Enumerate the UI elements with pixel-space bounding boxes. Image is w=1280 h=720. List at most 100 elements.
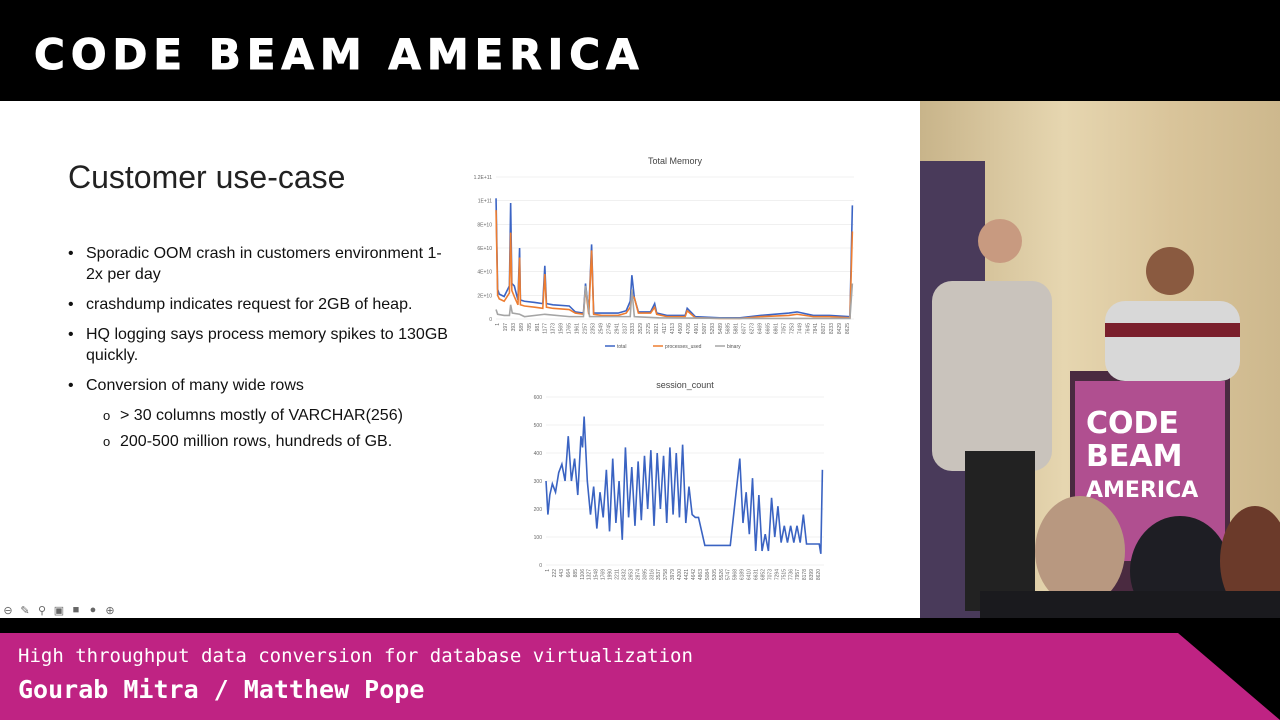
lower-third: High throughput data conversion for data… (0, 633, 1280, 720)
x-tick-label: 6273 (750, 323, 756, 334)
x-tick-label: 2549 (598, 323, 604, 334)
x-tick-label: 8037 (821, 323, 827, 334)
x-tick-label: 3537 (656, 569, 662, 580)
x-tick-label: 7841 (813, 323, 819, 334)
zoom-icon[interactable]: ⚲ (37, 604, 47, 617)
y-tick-label: 500 (534, 423, 543, 429)
x-tick-label: 5097 (702, 323, 708, 334)
y-tick-label: 400 (534, 451, 543, 457)
x-tick-label: 6077 (742, 323, 748, 334)
prev-icon[interactable]: ⊖ (3, 604, 13, 617)
y-tick-label: 4E+10 (477, 270, 492, 276)
y-tick-label: 0 (539, 563, 542, 569)
bullet: Sporadic OOM crash in customers environm… (68, 243, 458, 285)
x-tick-label: 6410 (747, 569, 753, 580)
event-logo: CODE BEAM AMERICA (34, 30, 645, 80)
x-tick-label: 7515 (781, 569, 787, 580)
x-tick-label: 785 (527, 323, 533, 332)
y-tick-label: 200 (534, 507, 543, 513)
x-tick-label: 1177 (543, 323, 549, 334)
speaker-names: Gourab Mitra / Matthew Pope (18, 675, 425, 704)
x-tick-label: 1765 (567, 323, 573, 334)
x-tick-label: 443 (559, 569, 565, 578)
x-tick-label: 1106 (580, 569, 586, 580)
x-tick-label: 8620 (816, 569, 822, 580)
bullet: Conversion of many wide rows (68, 375, 458, 396)
x-tick-label: 2745 (606, 323, 612, 334)
pen-icon[interactable]: ✎ (20, 604, 30, 617)
x-tick-label: 1 (495, 323, 501, 326)
y-tick-label: 6E+10 (477, 246, 492, 252)
x-tick-label: 589 (519, 323, 525, 332)
y-tick-label: 1E+11 (478, 199, 492, 205)
x-tick-label: 2432 (621, 569, 627, 580)
x-tick-label: 393 (511, 323, 517, 332)
bullet: crashdump indicates request for 2GB of h… (68, 294, 458, 315)
y-tick-label: 1.2E+11 (474, 175, 493, 181)
x-tick-label: 1 (545, 569, 551, 572)
y-tick-label: 600 (534, 395, 543, 401)
x-tick-label: 5968 (733, 569, 739, 580)
x-tick-label: 5526 (719, 569, 725, 580)
x-tick-label: 5685 (726, 323, 732, 334)
x-tick-label: 6189 (740, 569, 746, 580)
x-tick-label: 8178 (802, 569, 808, 580)
x-tick-label: 981 (535, 323, 541, 332)
slide-title: Customer use-case (68, 159, 346, 195)
x-tick-label: 3921 (654, 323, 660, 334)
x-tick-label: 2157 (583, 323, 589, 334)
x-tick-label: 1990 (608, 569, 614, 580)
stage-scene: CODE BEAM AMERICA (920, 161, 1280, 618)
series-line-processes_used (495, 210, 854, 320)
x-tick-label: 5305 (712, 569, 718, 580)
x-tick-label: 3979 (670, 569, 676, 580)
legend-label: processes_used (665, 344, 702, 350)
talk-title: High throughput data conversion for data… (18, 645, 693, 667)
x-tick-label: 4509 (678, 323, 684, 334)
svg-text:BEAM: BEAM (1086, 439, 1182, 474)
x-tick-label: 4705 (686, 323, 692, 334)
y-tick-label: 300 (534, 479, 543, 485)
x-tick-label: 2353 (590, 323, 596, 334)
chart-title: session_count (656, 380, 714, 390)
sub-bullet: 200-500 million rows, hundreds of GB. (68, 431, 458, 452)
x-tick-label: 3529 (638, 323, 644, 334)
x-tick-label: 8399 (809, 569, 815, 580)
svg-text:AMERICA: AMERICA (1086, 478, 1198, 503)
x-tick-label: 4200 (677, 569, 683, 580)
x-tick-label: 1769 (601, 569, 607, 580)
x-tick-label: 7957 (795, 569, 801, 580)
next-icon[interactable]: ⊕ (105, 604, 115, 617)
bullet-list: Sporadic OOM crash in customers environm… (68, 243, 458, 457)
x-tick-label: 4642 (691, 569, 697, 580)
x-tick-label: 5489 (718, 323, 724, 334)
series-line-session_count (545, 416, 824, 554)
x-tick-label: 1569 (559, 323, 565, 334)
x-tick-label: 1373 (551, 323, 557, 334)
chart-title: Total Memory (648, 156, 703, 166)
total-memory-chart: Total Memory 0 2E+10 4E+10 6E+10 8E+10 1E+11 1.… (466, 151, 860, 356)
x-tick-label: 5747 (726, 569, 732, 580)
x-tick-label: 7449 (797, 323, 803, 334)
x-tick-label: 3316 (649, 569, 655, 580)
series-line-binary (495, 283, 854, 320)
camera-icon[interactable]: ■ (72, 604, 80, 616)
x-tick-label: 4313 (670, 323, 676, 334)
x-tick-label: 6631 (754, 569, 760, 580)
y-tick-label: 2E+10 (477, 293, 492, 299)
x-tick-label: 6852 (760, 569, 766, 580)
presentation-slide: Customer use-case Sporadic OOM crash in … (0, 101, 920, 618)
x-tick-label: 1961 (575, 323, 581, 334)
captions-icon[interactable]: ▣ (53, 604, 65, 617)
y-tick-label: 0 (489, 317, 492, 323)
more-icon[interactable]: ● (89, 604, 97, 616)
x-tick-label: 5084 (705, 569, 711, 580)
x-tick-label: 664 (566, 569, 572, 578)
x-tick-label: 7057 (781, 323, 787, 334)
x-tick-label: 7253 (789, 323, 795, 334)
x-tick-label: 4421 (684, 569, 690, 580)
legend-label: binary (727, 344, 741, 350)
x-tick-label: 3333 (630, 323, 636, 334)
x-tick-label: 1327 (587, 569, 593, 580)
